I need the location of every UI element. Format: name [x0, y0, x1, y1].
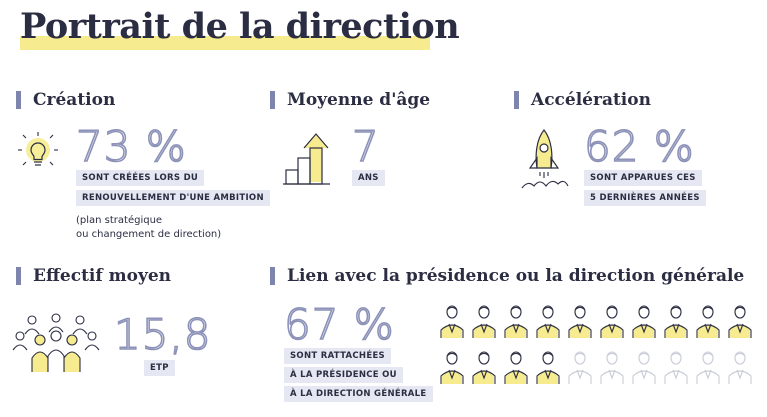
people-row [438, 348, 758, 384]
people-row [438, 302, 758, 338]
section-acceleration-header: Accélération [514, 90, 651, 110]
effectif-value: 15,8 [113, 310, 212, 359]
age-value: 7 [351, 122, 380, 171]
person-icon-highlighted [632, 305, 656, 338]
rocket-icon [521, 129, 569, 189]
person-icon-highlighted [440, 305, 464, 338]
person-icon [632, 351, 656, 384]
person-icon-highlighted [472, 305, 496, 338]
section-age-label: Moyenne d'âge [287, 90, 431, 110]
person-icon-highlighted [568, 305, 592, 338]
person-icon-highlighted [600, 305, 624, 338]
person-icon-highlighted [728, 305, 752, 338]
section-marker [16, 267, 21, 285]
person-icon [696, 351, 720, 384]
page-title: Portrait de la direction [20, 6, 460, 47]
section-marker [270, 267, 275, 285]
section-marker [16, 91, 21, 109]
person-icon-highlighted [536, 351, 560, 384]
creation-line-2: RENOUVELLEMENT D'UNE AMBITION [76, 190, 270, 206]
section-marker [270, 91, 275, 109]
creation-note-2: ou changement de direction) [76, 229, 222, 240]
creation-note-1: (plan stratégique [76, 215, 163, 226]
person-icon [664, 351, 688, 384]
person-icon [568, 351, 592, 384]
creation-value: 73 % [75, 122, 187, 171]
person-icon-highlighted [504, 305, 528, 338]
creation-line-1: SONT CRÉÉES LORS DU [76, 170, 205, 186]
person-icon-highlighted [504, 351, 528, 384]
lien-line-1: SONT RATTACHÉES [284, 348, 391, 364]
acceleration-line-2: 5 DERNIÈRES ANNÉES [584, 190, 706, 206]
lien-line-3: À LA DIRECTION GÉNÉRALE [284, 386, 433, 402]
person-icon-highlighted [696, 305, 720, 338]
person-icon-highlighted [440, 351, 464, 384]
person-icon [728, 351, 752, 384]
lien-line-2: À LA PRÉSIDENCE OU [284, 367, 403, 383]
person-icon-highlighted [472, 351, 496, 384]
section-marker [514, 91, 519, 109]
acceleration-value: 62 % [583, 122, 695, 171]
people-pictogram-grid [438, 302, 758, 394]
person-icon-highlighted [664, 305, 688, 338]
person-icon-highlighted [536, 305, 560, 338]
effectif-unit: ETP [144, 360, 175, 376]
section-age-header: Moyenne d'âge [270, 90, 430, 110]
section-acceleration-label: Accélération [531, 90, 651, 110]
section-lien-header: Lien avec la présidence ou la direction … [270, 266, 744, 286]
section-effectif-label: Effectif moyen [33, 266, 172, 286]
section-lien-label: Lien avec la présidence ou la direction … [287, 266, 745, 286]
lightbulb-icon [18, 132, 58, 166]
section-creation-header: Création [16, 90, 115, 110]
page-title-block: Portrait de la direction [20, 6, 460, 50]
section-effectif-header: Effectif moyen [16, 266, 171, 286]
lien-value: 67 % [283, 300, 395, 349]
person-icon [600, 351, 624, 384]
title-highlight [20, 36, 430, 50]
growth-bars-icon [283, 133, 330, 185]
team-group-icon [12, 313, 100, 372]
section-creation-label: Création [33, 90, 116, 110]
age-unit: ANS [352, 170, 385, 186]
acceleration-line-1: SONT APPARUES CES [584, 170, 702, 186]
